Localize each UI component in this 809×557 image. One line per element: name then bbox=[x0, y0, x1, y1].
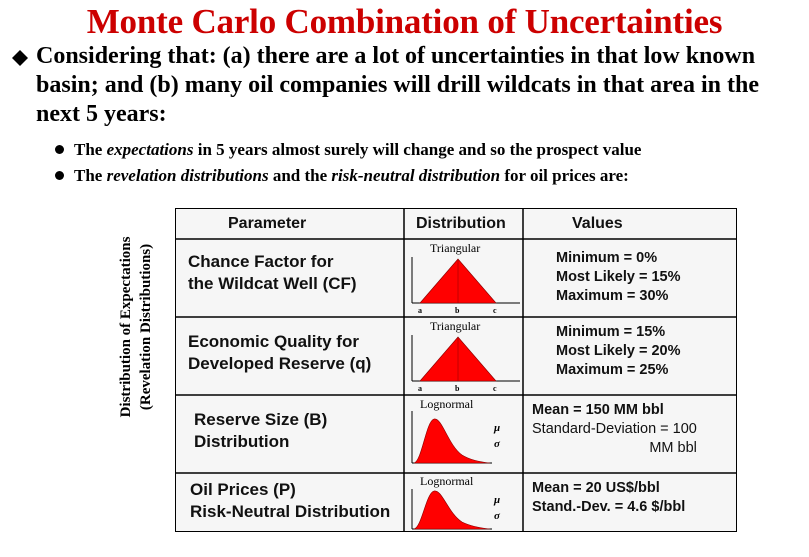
triangular-distribution-cf: Triangular a b c bbox=[411, 241, 520, 315]
svg-text:b: b bbox=[455, 306, 460, 315]
triangular-distribution-q: Triangular a b c bbox=[411, 319, 520, 393]
svg-text:a: a bbox=[418, 384, 422, 393]
side-label-line1: Distribution of Expectations bbox=[118, 236, 134, 417]
header-values: Values bbox=[572, 215, 623, 232]
header-distribution: Distribution bbox=[416, 215, 506, 232]
param-oil-prices: Oil Prices (P) Risk-Neutral Distribution bbox=[190, 480, 391, 521]
sub-point-expectations: The expectations in 5 years almost surel… bbox=[55, 140, 641, 160]
lognormal-distribution-b: Lognormal μ σ bbox=[411, 397, 501, 464]
sub-point-distributions: The revelation distributions and the ris… bbox=[55, 166, 629, 186]
svg-text:μ: μ bbox=[493, 422, 500, 434]
side-label-line2: (Revelation Distributions) bbox=[138, 244, 154, 410]
svg-text:Triangular: Triangular bbox=[430, 319, 480, 333]
slide-title: Monte Carlo Combination of Uncertainties bbox=[86, 2, 723, 41]
param-chance-factor: Chance Factor for the Wildcat Well (CF) bbox=[188, 252, 357, 293]
svg-text:σ: σ bbox=[494, 510, 501, 522]
svg-text:σ: σ bbox=[494, 438, 501, 450]
main-point: Considering that: (a) there are a lot of… bbox=[36, 43, 759, 127]
values-economic-quality: Minimum = 15% Most Likely = 20% Maximum … bbox=[556, 324, 681, 378]
side-label: Distribution of Expectations (Revelation… bbox=[118, 236, 154, 417]
round-bullet-icon bbox=[55, 171, 64, 180]
param-economic-quality: Economic Quality for Developed Reserve (… bbox=[188, 332, 372, 373]
values-oil-prices: Mean = 20 US$/bbl Stand.-Dev. = 4.6 $/bb… bbox=[532, 480, 686, 515]
diamond-bullet-icon bbox=[12, 50, 28, 66]
values-chance-factor: Minimum = 0% Most Likely = 15% Maximum =… bbox=[556, 250, 681, 304]
param-reserve-size: Reserve Size (B) Distribution bbox=[194, 410, 328, 451]
table-grid bbox=[176, 209, 736, 531]
svg-text:Triangular: Triangular bbox=[430, 241, 480, 255]
values-reserve-size: Mean = 150 MM bbl Standard-Deviation = 1… bbox=[532, 402, 697, 456]
svg-text:μ: μ bbox=[493, 494, 500, 506]
svg-text:c: c bbox=[493, 306, 497, 315]
svg-text:c: c bbox=[493, 384, 497, 393]
svg-text:Lognormal: Lognormal bbox=[420, 474, 474, 488]
lognormal-distribution-p: Lognormal μ σ bbox=[411, 474, 501, 530]
parameter-table: Parameter Distribution Values Chance Fac… bbox=[175, 208, 737, 532]
svg-text:Lognormal: Lognormal bbox=[420, 397, 474, 411]
header-parameter: Parameter bbox=[228, 215, 307, 232]
svg-text:b: b bbox=[455, 384, 460, 393]
round-bullet-icon bbox=[55, 145, 64, 154]
svg-text:a: a bbox=[418, 306, 422, 315]
